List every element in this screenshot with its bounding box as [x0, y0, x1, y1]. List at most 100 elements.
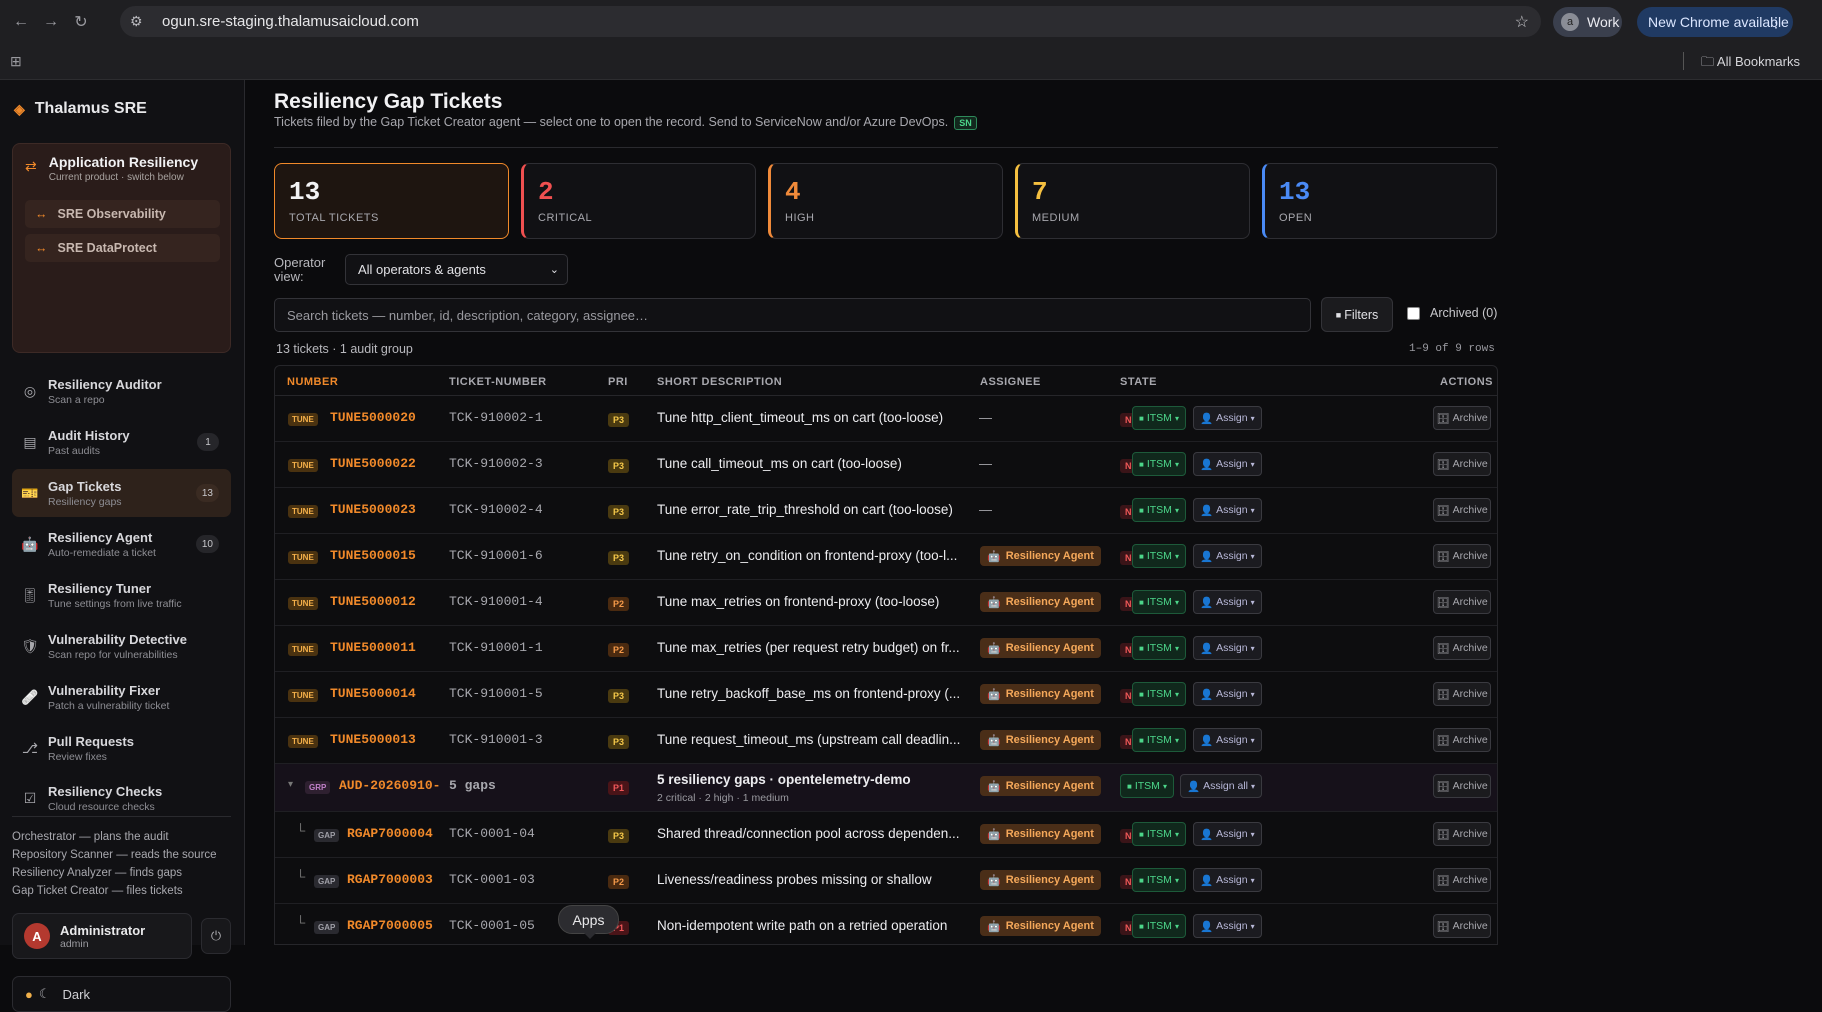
reload-icon[interactable]: ↻	[74, 14, 88, 31]
assign-dropdown[interactable]: 👤 Assign ▾	[1193, 914, 1262, 938]
switch-sre-dataprotect[interactable]: ↔ SRE DataProtect	[25, 234, 220, 262]
short-description[interactable]: Tune retry_backoff_base_ms on frontend-p…	[657, 686, 961, 701]
assign-dropdown[interactable]: 👤 Assign ▾	[1193, 822, 1262, 846]
itsm-dropdown[interactable]: ■ ITSM ▾	[1132, 498, 1186, 522]
sidebar-item-resiliency-checks[interactable]: ☑ Resiliency Checks Cloud resource checks	[12, 774, 231, 822]
ticket-number-link[interactable]: RGAP7000005	[347, 918, 433, 933]
table-row[interactable]: TUNE TUNE5000014 TCK-910001-5 P3 Tune retry_…	[275, 672, 1497, 718]
group-row[interactable]: ▾ GRP AUD-20260910- 5 gaps P1 5 resiliency ga…	[275, 764, 1497, 812]
assign-dropdown[interactable]: 👤 Assign ▾	[1193, 498, 1262, 522]
expand-caret-icon[interactable]: ▾	[288, 779, 294, 790]
header-number[interactable]: NUMBER	[287, 376, 339, 388]
itsm-dropdown[interactable]: ■ ITSM ▾	[1132, 728, 1186, 752]
table-row[interactable]: └ GAP RGAP7000004 TCK-0001-04 P3 Shared threa…	[275, 812, 1497, 858]
sidebar-item-gap-tickets[interactable]: 🎫 Gap Tickets Resiliency gaps 13	[12, 469, 231, 517]
operator-view-select[interactable]: All operators & agents ⌄	[345, 254, 568, 285]
more-vert-icon[interactable]: ⋮	[1769, 13, 1783, 30]
itsm-dropdown[interactable]: ■ ITSM ▾	[1132, 544, 1186, 568]
itsm-dropdown[interactable]: ■ ITSM ▾	[1120, 774, 1174, 798]
ticket-number-link[interactable]: TUNE5000015	[330, 548, 416, 563]
site-settings-icon[interactable]: ⚙	[130, 13, 143, 29]
stat-card-total-tickets[interactable]: 13 TOTAL TICKETS	[274, 163, 509, 239]
archive-button[interactable]: 🗄 Archive	[1433, 636, 1491, 660]
ticket-number-link[interactable]: TUNE5000013	[330, 732, 416, 747]
itsm-dropdown[interactable]: ■ ITSM ▾	[1132, 682, 1186, 706]
all-bookmarks-button[interactable]: 🗀 All Bookmarks	[1701, 54, 1800, 69]
itsm-dropdown[interactable]: ■ ITSM ▾	[1132, 406, 1186, 430]
switch-sre-observability[interactable]: ↔ SRE Observability	[25, 200, 220, 228]
archive-button[interactable]: 🗄 Archive	[1433, 544, 1491, 568]
header-short-description[interactable]: SHORT DESCRIPTION	[657, 376, 783, 388]
ticket-number-link[interactable]: TUNE5000020	[330, 410, 416, 425]
header-state[interactable]: STATE	[1120, 376, 1157, 388]
itsm-dropdown[interactable]: ■ ITSM ▾	[1132, 590, 1186, 614]
table-row[interactable]: TUNE TUNE5000020 TCK-910002-1 P3 Tune http_c…	[275, 396, 1497, 442]
archive-button[interactable]: 🗄 Archive	[1433, 590, 1491, 614]
apps-grid-icon[interactable]: ⊞	[10, 53, 22, 69]
power-icon[interactable]: ⏻	[201, 918, 231, 954]
ticket-number-link[interactable]: RGAP7000003	[347, 872, 433, 887]
brand[interactable]: ◈ Thalamus SRE	[14, 100, 147, 118]
archive-button[interactable]: 🗄 Archive	[1433, 498, 1491, 522]
archived-toggle[interactable]: Archived (0)	[1407, 306, 1497, 320]
ticket-number-link[interactable]: TUNE5000011	[330, 640, 416, 655]
ticket-number-link[interactable]: TUNE5000012	[330, 594, 416, 609]
sidebar-item-resiliency-auditor[interactable]: ◎ Resiliency Auditor Scan a repo	[12, 367, 231, 415]
header-assignee[interactable]: ASSIGNEE	[980, 376, 1041, 388]
short-description[interactable]: Tune error_rate_trip_threshold on cart (…	[657, 502, 953, 517]
sidebar-item-resiliency-tuner[interactable]: 🎚 Resiliency Tuner Tune settings from live…	[12, 571, 231, 619]
short-description[interactable]: 5 resiliency gaps · opentelemetry-demo	[657, 772, 911, 787]
short-description[interactable]: Tune max_retries on frontend-proxy (too-…	[657, 594, 940, 609]
archive-button[interactable]: 🗄 Archive	[1433, 868, 1491, 892]
ticket-number-link[interactable]: TUNE5000023	[330, 502, 416, 517]
sidebar-item-vulnerability-fixer[interactable]: 🩹 Vulnerability Fixer Patch a vulnerabilit…	[12, 673, 231, 721]
table-row[interactable]: TUNE TUNE5000015 TCK-910001-6 P3 Tune retry_…	[275, 534, 1497, 580]
assign-dropdown[interactable]: 👤 Assign ▾	[1193, 590, 1262, 614]
stat-card-critical[interactable]: 2 CRITICAL	[521, 163, 756, 239]
sidebar-item-audit-history[interactable]: ▤ Audit History Past audits 1	[12, 418, 231, 466]
group-number-link[interactable]: AUD-20260910-	[339, 778, 441, 793]
assign-dropdown[interactable]: 👤 Assign ▾	[1193, 636, 1262, 660]
current-product[interactable]: ⇄ Application Resiliency Current product…	[25, 154, 198, 183]
header-ticket-number[interactable]: TICKET-NUMBER	[449, 376, 547, 388]
assign-dropdown[interactable]: 👤 Assign ▾	[1193, 682, 1262, 706]
archive-button[interactable]: 🗄 Archive	[1433, 774, 1491, 798]
address-bar[interactable]: ⚙ ogun.sre-staging.thalamusaicloud.com ☆	[120, 6, 1541, 37]
archive-button[interactable]: 🗄 Archive	[1433, 822, 1491, 846]
table-row[interactable]: TUNE TUNE5000011 TCK-910001-1 P2 Tune max_re…	[275, 626, 1497, 672]
short-description[interactable]: Liveness/readiness probes missing or sha…	[657, 872, 932, 887]
archived-checkbox[interactable]	[1407, 306, 1420, 320]
archive-button[interactable]: 🗄 Archive	[1433, 914, 1491, 938]
itsm-dropdown[interactable]: ■ ITSM ▾	[1132, 452, 1186, 476]
table-row[interactable]: TUNE TUNE5000022 TCK-910002-3 P3 Tune call_t…	[275, 442, 1497, 488]
stat-card-medium[interactable]: 7 MEDIUM	[1015, 163, 1250, 239]
stat-card-open[interactable]: 13 OPEN	[1262, 163, 1497, 239]
search-input[interactable]	[274, 298, 1311, 332]
short-description[interactable]: Shared thread/connection pool across dep…	[657, 826, 960, 841]
ticket-number-link[interactable]: RGAP7000004	[347, 826, 433, 841]
filters-button[interactable]: ■ Filters	[1321, 297, 1393, 332]
itsm-dropdown[interactable]: ■ ITSM ▾	[1132, 822, 1186, 846]
itsm-dropdown[interactable]: ■ ITSM ▾	[1132, 914, 1186, 938]
forward-icon[interactable]: →	[43, 13, 59, 30]
table-row[interactable]: └ GAP RGAP7000005 TCK-0001-05 P1 Non-idempote…	[275, 904, 1497, 944]
assign-dropdown[interactable]: 👤 Assign ▾	[1193, 452, 1262, 476]
ticket-number-link[interactable]: TUNE5000022	[330, 456, 416, 471]
table-row[interactable]: TUNE TUNE5000023 TCK-910002-4 P3 Tune error_…	[275, 488, 1497, 534]
assign-dropdown[interactable]: 👤 Assign ▾	[1193, 728, 1262, 752]
user-card[interactable]: A Administrator admin	[12, 913, 192, 959]
table-row[interactable]: TUNE TUNE5000012 TCK-910001-4 P2 Tune max_re…	[275, 580, 1497, 626]
table-row[interactable]: TUNE TUNE5000013 TCK-910001-3 P3 Tune reques…	[275, 718, 1497, 764]
short-description[interactable]: Non-idempotent write path on a retried o…	[657, 918, 948, 933]
theme-toggle[interactable]: ● ☾ Dark	[12, 976, 231, 1012]
table-row[interactable]: └ GAP RGAP7000003 TCK-0001-03 P2 Liveness/rea…	[275, 858, 1497, 904]
archive-button[interactable]: 🗄 Archive	[1433, 406, 1491, 430]
short-description[interactable]: Tune retry_on_condition on frontend-prox…	[657, 548, 958, 563]
back-icon[interactable]: ←	[13, 13, 29, 30]
assign-dropdown[interactable]: 👤 Assign ▾	[1193, 406, 1262, 430]
sidebar-item-resiliency-agent[interactable]: 🤖 Resiliency Agent Auto-remediate a ticket…	[12, 520, 231, 568]
header-pri[interactable]: PRI	[608, 376, 628, 388]
ticket-number-link[interactable]: TUNE5000014	[330, 686, 416, 701]
itsm-dropdown[interactable]: ■ ITSM ▾	[1132, 636, 1186, 660]
bookmark-star-icon[interactable]: ☆	[1514, 13, 1529, 31]
